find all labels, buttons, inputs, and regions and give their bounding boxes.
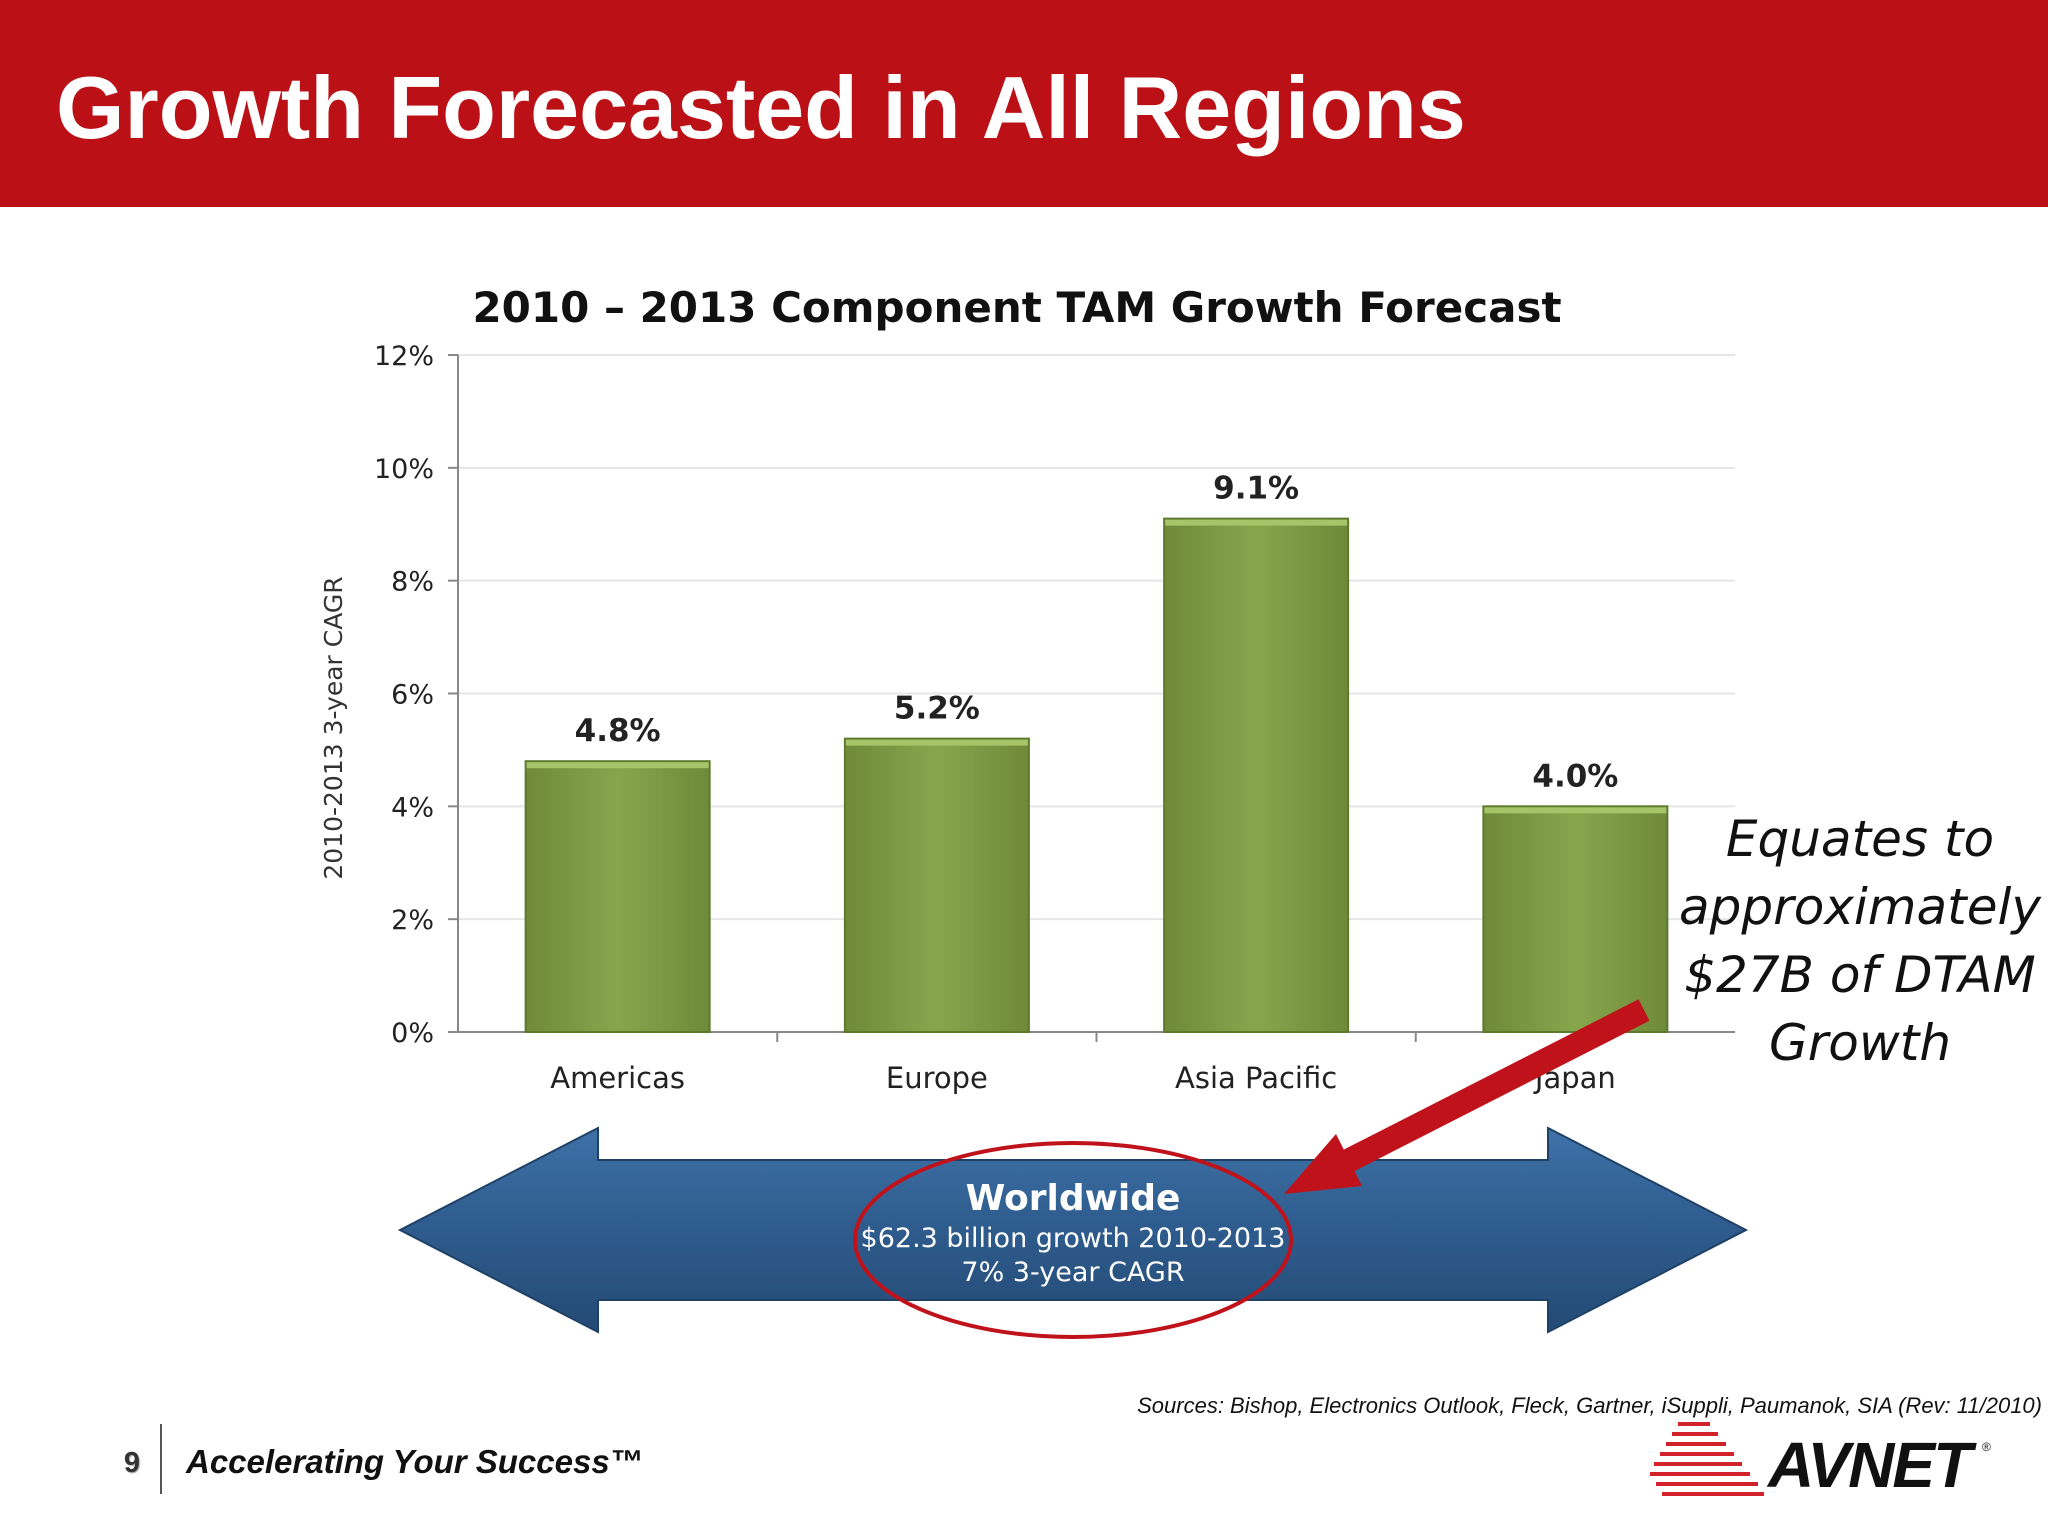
x-category-label: Americas — [550, 1061, 685, 1095]
bars — [524, 517, 1669, 1034]
y-tick-label: 0% — [391, 1018, 434, 1049]
y-tick-label: 6% — [391, 680, 434, 711]
bar-top-highlight — [526, 762, 709, 769]
callout-arrow-head — [1284, 1134, 1362, 1194]
annotation-line-1: Equates to — [1725, 810, 1995, 868]
sources-note: Sources: Bishop, Electronics Outlook, Fl… — [1137, 1393, 2042, 1418]
slide-title: Growth Forecasted in All Regions — [56, 58, 1466, 157]
worldwide-highlight-ellipse — [853, 1141, 1293, 1339]
bar-top-highlight — [845, 739, 1028, 746]
tagline: Accelerating Your Success™ — [186, 1443, 643, 1480]
data-label: 4.0% — [1532, 758, 1618, 794]
callout-arrow-shaft — [1334, 999, 1650, 1176]
x-category-label: Europe — [886, 1061, 988, 1095]
annotation-line-4: Growth — [1768, 1014, 1952, 1072]
y-axis-label: 2010-2013 3-year CAGR — [319, 576, 348, 879]
footer-divider — [160, 1424, 162, 1494]
annotation-line-2: approximately — [1679, 878, 2041, 936]
data-label: 4.8% — [575, 713, 661, 749]
worldwide-growth-text: $62.3 billion growth 2010-2013 — [861, 1223, 1286, 1254]
bar-japan — [1482, 805, 1669, 1033]
avnet-logo-icon — [1650, 1422, 1764, 1496]
bar-americas — [524, 760, 711, 1033]
annotation-line-3: $27B of DTAM — [1684, 946, 2036, 1004]
y-tick-label: 8% — [391, 567, 434, 598]
registered-mark: ® — [1982, 1440, 1991, 1454]
worldwide-arrow — [397, 1126, 1749, 1334]
worldwide-title: Worldwide — [966, 1178, 1181, 1219]
data-label: 9.1% — [1213, 471, 1299, 507]
worldwide-cagr-text: 7% 3-year CAGR — [961, 1257, 1184, 1288]
dtam-annotation: Equates to approximately $27B of DTAM Gr… — [1675, 805, 2045, 1077]
chart-title: 2010 – 2013 Component TAM Growth Forecas… — [472, 283, 1561, 332]
bar-europe — [843, 737, 1030, 1034]
bar-top-highlight — [1484, 807, 1667, 814]
y-tick-label: 10% — [374, 454, 434, 485]
y-tick-label: 12% — [374, 341, 434, 372]
header-band: Growth Forecasted in All Regions — [0, 0, 2048, 207]
page-number: 9 — [123, 1447, 141, 1479]
y-tick-label: 4% — [391, 792, 434, 823]
bar-asia-pacific — [1163, 517, 1350, 1033]
x-category-label: Asia Pacific — [1175, 1061, 1337, 1095]
bar-top-highlight — [1165, 519, 1348, 526]
bar-chart: 2010 – 2013 Component TAM Growth Forecas… — [319, 283, 1749, 1339]
chart-labels: 0% 2% 4% 6% 8% 10% 12% 4.8% Americas 5.2% Europe 9.… — [374, 341, 1618, 1095]
avnet-wordmark: AVNET — [1768, 1429, 1972, 1501]
data-label: 5.2% — [894, 691, 980, 727]
y-tick-label: 2% — [391, 905, 434, 936]
